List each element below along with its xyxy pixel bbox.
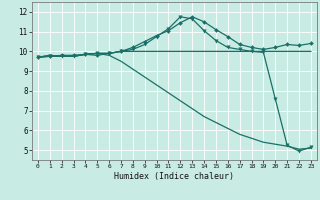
X-axis label: Humidex (Indice chaleur): Humidex (Indice chaleur) — [115, 172, 234, 181]
